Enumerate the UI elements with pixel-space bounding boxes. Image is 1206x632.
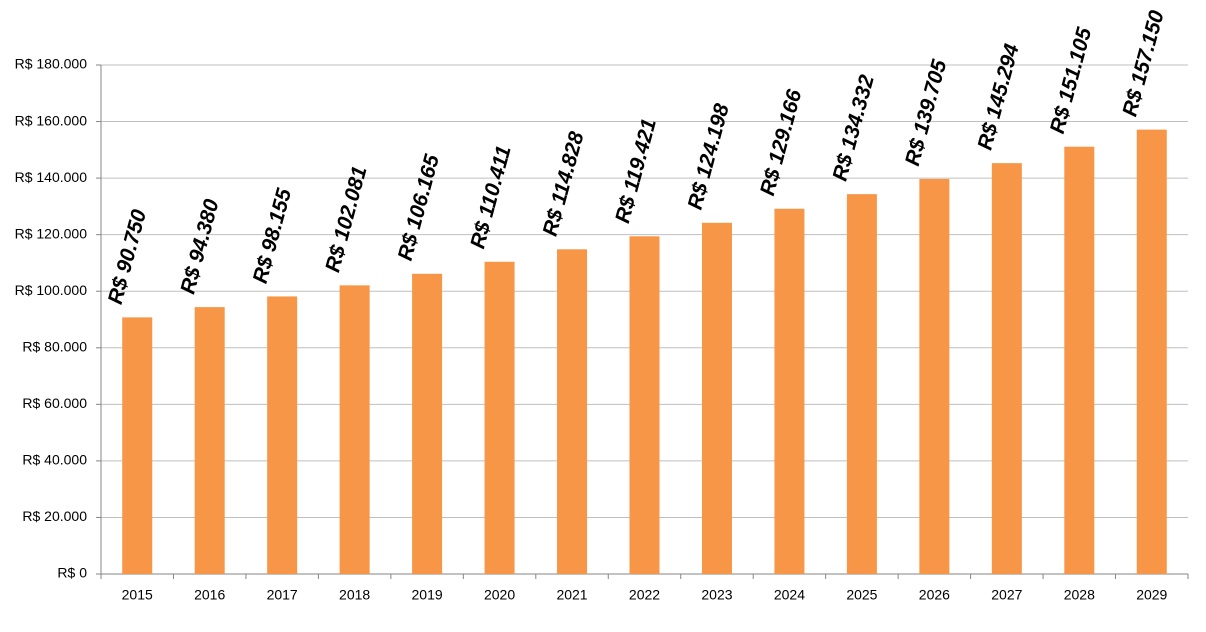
y-tick-label: R$ 120.000 (15, 225, 88, 241)
data-label: R$ 94.380 (176, 197, 223, 297)
x-tick-label: 2026 (919, 587, 950, 603)
bar (629, 236, 660, 574)
data-label: R$ 139.705 (901, 57, 951, 168)
y-tick-label: R$ 60.000 (22, 395, 87, 411)
bar (846, 194, 877, 574)
x-tick-label: 2025 (846, 587, 877, 603)
x-tick-label: 2022 (629, 587, 660, 603)
bar (991, 163, 1022, 574)
data-label: R$ 102.081 (321, 164, 371, 275)
x-tick-label: 2016 (194, 587, 225, 603)
data-label: R$ 106.165 (394, 152, 444, 263)
bar (339, 285, 370, 574)
data-label: R$ 151.105 (1046, 25, 1096, 136)
bar (194, 307, 225, 574)
bar (412, 273, 443, 574)
x-tick-label: 2018 (339, 587, 370, 603)
data-label: R$ 157.150 (1118, 8, 1168, 119)
bar (919, 178, 950, 574)
x-tick-label: 2017 (267, 587, 298, 603)
bar (1064, 146, 1095, 575)
x-tick-label: 2020 (484, 587, 515, 603)
y-tick-label: R$ 20.000 (22, 508, 87, 524)
y-tick-label: R$ 40.000 (22, 452, 87, 468)
data-label: R$ 145.294 (973, 41, 1023, 152)
bar (122, 317, 153, 574)
y-tick-label: R$ 100.000 (15, 282, 88, 298)
x-tick-label: 2028 (1064, 587, 1095, 603)
bar (701, 222, 732, 574)
x-tick-label: 2027 (991, 587, 1022, 603)
data-label: R$ 124.198 (684, 101, 734, 212)
x-tick-label: 2021 (556, 587, 587, 603)
data-label: R$ 114.828 (539, 129, 589, 239)
x-tick-label: 2015 (122, 587, 153, 603)
x-tick-label: 2023 (701, 587, 732, 603)
bar (774, 208, 805, 574)
data-label: R$ 134.332 (829, 72, 879, 183)
data-label: R$ 129.166 (756, 87, 806, 198)
y-tick-label: R$ 0 (57, 565, 87, 581)
x-tick-label: 2019 (412, 587, 443, 603)
x-tick-label: 2024 (774, 587, 805, 603)
bar (557, 249, 588, 574)
y-tick-label: R$ 80.000 (22, 338, 87, 354)
bar (484, 261, 515, 574)
bar (267, 296, 298, 574)
x-tick-label: 2029 (1136, 587, 1167, 603)
data-label: R$ 119.421 (611, 116, 661, 225)
y-tick-label: R$ 140.000 (15, 169, 88, 185)
y-tick-label: R$ 160.000 (15, 112, 88, 128)
bar (1136, 129, 1167, 574)
data-label: R$ 98.155 (249, 186, 296, 286)
y-tick-label: R$ 180.000 (15, 56, 88, 72)
